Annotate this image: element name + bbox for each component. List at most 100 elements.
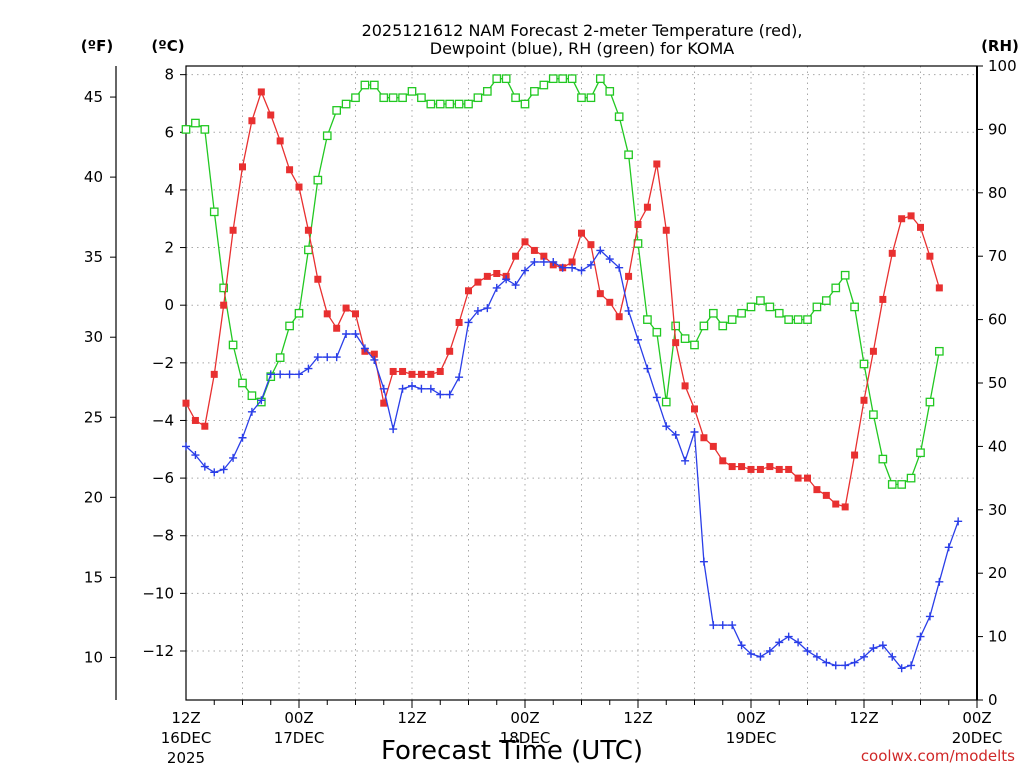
rh-point xyxy=(737,308,746,318)
rh-point xyxy=(511,93,520,103)
chart-title-line-2: Dewpoint (blue), RH (green) for KOMA xyxy=(430,39,735,58)
rh-point xyxy=(209,207,219,217)
temperature-point xyxy=(380,399,388,407)
time-tick-date: 16DEC xyxy=(161,729,212,747)
time-axis-ticks: 12Z 16DEC 2025 00Z 17DEC 12Z 00Z 18DEC 12Z 00Z 19D… xyxy=(161,700,1003,767)
dewpoint-point xyxy=(455,373,464,382)
rh-point xyxy=(840,270,850,280)
dewpoint-point xyxy=(492,283,501,292)
dewpoint-point xyxy=(285,370,294,379)
temperature-point xyxy=(691,405,698,413)
dewpoint-point xyxy=(266,370,275,379)
time-tick-label: 00Z xyxy=(736,709,765,727)
time-tick-date: 18DEC xyxy=(500,729,551,747)
temperature-point xyxy=(907,212,915,220)
dewpoint-point xyxy=(473,306,482,315)
dewpoint-point xyxy=(944,543,953,552)
dewpoint-point xyxy=(869,644,878,653)
celsius-axis-ticks: 8 6 4 2 0 −2 −4 −6 −8 −10 −12 xyxy=(142,66,186,660)
temperature-point xyxy=(323,310,331,318)
dewpoint-point xyxy=(511,281,520,290)
dewpoint-point xyxy=(295,370,303,379)
dewpoint-point xyxy=(360,344,369,353)
rh-tick-label: 50 xyxy=(988,374,1007,392)
rh-point xyxy=(869,410,878,420)
rh-point xyxy=(690,340,699,350)
rh-point xyxy=(812,302,822,312)
rh-point xyxy=(793,315,803,324)
rh-point xyxy=(934,346,944,356)
temperature-point xyxy=(314,275,322,283)
rh-point xyxy=(492,74,502,84)
temperature-point xyxy=(248,117,256,125)
temperature-point xyxy=(474,278,482,286)
rh-point xyxy=(624,150,633,160)
dewpoint-point xyxy=(699,557,708,566)
dewpoint-point xyxy=(737,641,746,650)
dewpoint-point xyxy=(643,364,652,373)
time-tick-date: 17DEC xyxy=(274,729,325,747)
dewpoint-point xyxy=(615,263,624,272)
dewpoint-point xyxy=(426,384,435,393)
temperature-point xyxy=(427,370,435,378)
rh-point xyxy=(530,87,539,96)
rh-point xyxy=(379,93,389,103)
rh-point xyxy=(614,112,624,122)
rh-point xyxy=(906,473,916,483)
dewpoint-point xyxy=(794,638,803,647)
dewpoint-point xyxy=(916,632,925,641)
temperature-point xyxy=(276,137,284,145)
chart-title-line-1: 2025121612 NAM Forecast 2-meter Temperat… xyxy=(362,21,803,40)
dewpoint-point xyxy=(765,647,774,656)
rh-point xyxy=(341,99,351,109)
rh-point xyxy=(699,321,709,331)
temperature-point xyxy=(257,88,265,96)
temperature-point xyxy=(540,252,548,260)
dewpoint-point xyxy=(351,330,360,339)
temperature-point xyxy=(267,111,275,119)
time-tick-date: 20DEC xyxy=(952,729,1003,747)
dewpoint-point xyxy=(229,453,238,462)
time-tick-year: 2025 xyxy=(167,749,205,767)
temperature-point xyxy=(681,382,689,390)
temperature-point xyxy=(935,284,943,292)
rh-tick-label: 40 xyxy=(988,437,1007,455)
rh-point xyxy=(878,454,888,464)
temperature-point xyxy=(182,399,190,407)
temperature-point xyxy=(596,290,604,298)
rh-point xyxy=(916,448,925,458)
temperature-point xyxy=(634,221,642,228)
temperature-point xyxy=(512,252,520,260)
dewpoint-point xyxy=(370,355,379,364)
rh-point xyxy=(887,480,897,489)
temperature-point xyxy=(822,491,830,499)
dewpoint-point xyxy=(539,257,548,266)
dewpoint-point xyxy=(812,652,821,661)
temperature-point xyxy=(408,370,416,378)
dewpoint-point xyxy=(803,647,812,656)
temperature-point xyxy=(700,434,708,442)
celsius-tick-label: −6 xyxy=(152,469,174,487)
rh-point xyxy=(850,302,859,312)
rh-point xyxy=(454,99,464,109)
dewpoint-point xyxy=(276,370,285,379)
credit-text: coolwx.com/modelts xyxy=(861,747,1015,765)
time-tick-label: 00Z xyxy=(962,709,991,727)
dewpoint-point xyxy=(728,621,737,630)
temperature-point xyxy=(860,396,868,404)
rh-point xyxy=(605,87,615,96)
temperature-point xyxy=(370,350,378,358)
celsius-tick-label: 4 xyxy=(164,181,174,199)
temperature-point xyxy=(521,238,529,246)
dewpoint-point xyxy=(257,396,266,405)
dewpoint-point xyxy=(605,255,614,264)
temperature-point xyxy=(832,500,840,508)
temperature-point xyxy=(333,324,341,332)
temperature-point xyxy=(587,241,595,249)
dewpoint-point xyxy=(954,517,963,526)
dewpoint-point xyxy=(219,465,228,474)
dewpoint-point xyxy=(389,425,398,434)
